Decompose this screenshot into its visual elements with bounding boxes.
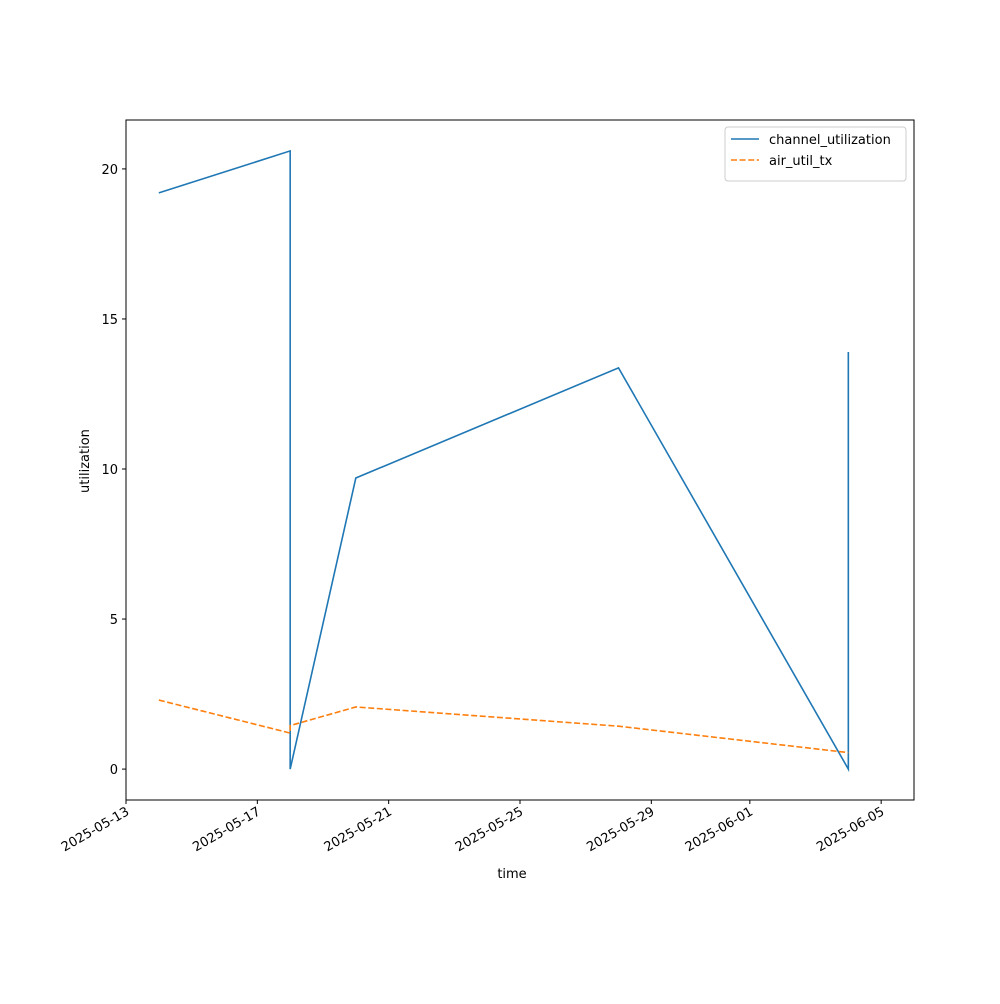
legend-label: channel_utilization (769, 133, 891, 148)
x-axis-label: time (497, 867, 526, 882)
y-tick-label: 15 (101, 313, 118, 328)
plot-frame (125, 119, 915, 801)
y-axis-label: utilization (78, 429, 93, 493)
line-series (158, 699, 849, 754)
y-tick-label: 20 (101, 163, 118, 178)
line-series (158, 149, 850, 773)
legend-label: air_util_tx (769, 154, 833, 169)
y-tick-label: 10 (101, 463, 118, 478)
y-tick-label: 5 (110, 613, 118, 628)
legend-box (724, 126, 907, 182)
y-tick-label: 0 (110, 763, 118, 778)
